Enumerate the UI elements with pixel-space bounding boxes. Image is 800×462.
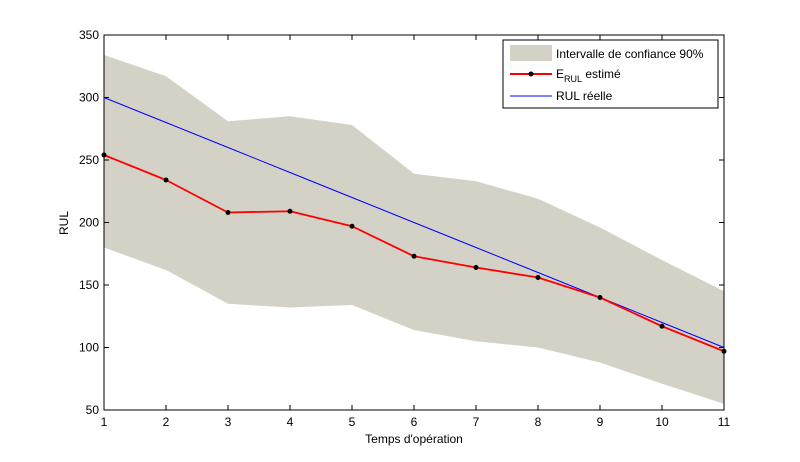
legend-band-swatch	[510, 45, 552, 61]
series-point-erul-estime	[535, 275, 541, 280]
y-tick-label: 300	[79, 91, 99, 105]
series-point-erul-estime	[349, 223, 355, 229]
legend-label-estimated: ERUL estimé	[556, 67, 621, 84]
y-tick-label: 250	[79, 153, 99, 167]
legend: Intervalle de confiance 90% ERUL estimé …	[502, 39, 719, 109]
x-tick-label: 7	[473, 415, 480, 429]
x-tick-label: 6	[411, 415, 418, 429]
x-tick-label: 3	[225, 415, 232, 429]
series-point-erul-estime	[287, 208, 293, 214]
y-axis-label: RUL	[57, 211, 71, 235]
tick-layer: 1 2 3 4 5 6 7 8 9 10 11 50 100 150 200 250 300 350	[79, 28, 731, 429]
series-point-erul-estime	[659, 323, 665, 329]
confidence-band-area	[104, 55, 724, 404]
y-tick-label: 100	[79, 341, 99, 355]
y-tick-label: 50	[86, 403, 100, 417]
legend-label-confidence: Intervalle de confiance 90%	[556, 47, 704, 61]
y-tick-label: 350	[79, 28, 99, 42]
x-tick-label: 4	[287, 415, 294, 429]
series-point-erul-estime	[411, 253, 417, 259]
series-point-erul-estime	[473, 265, 479, 270]
x-axis-label: Temps d'opération	[365, 432, 463, 446]
y-tick-label: 150	[79, 278, 99, 292]
x-tick-label: 9	[597, 415, 604, 429]
legend-estimated-marker	[528, 71, 534, 77]
x-tick-label: 10	[655, 415, 669, 429]
series-point-erul-estime	[597, 295, 603, 300]
series-line-rul-reelle	[103, 97, 725, 348]
y-tick-label: 200	[79, 216, 99, 230]
x-tick-label: 2	[163, 415, 170, 429]
series-point-erul-estime	[225, 210, 231, 215]
legend-label-real: RUL réelle	[556, 89, 613, 103]
x-tick-label: 11	[718, 415, 731, 429]
confidence-band-layer	[104, 55, 724, 404]
series-point-erul-estime	[163, 177, 169, 183]
x-tick-label: 5	[349, 415, 356, 429]
x-tick-label: 1	[101, 415, 108, 429]
x-tick-label: 8	[535, 415, 542, 429]
